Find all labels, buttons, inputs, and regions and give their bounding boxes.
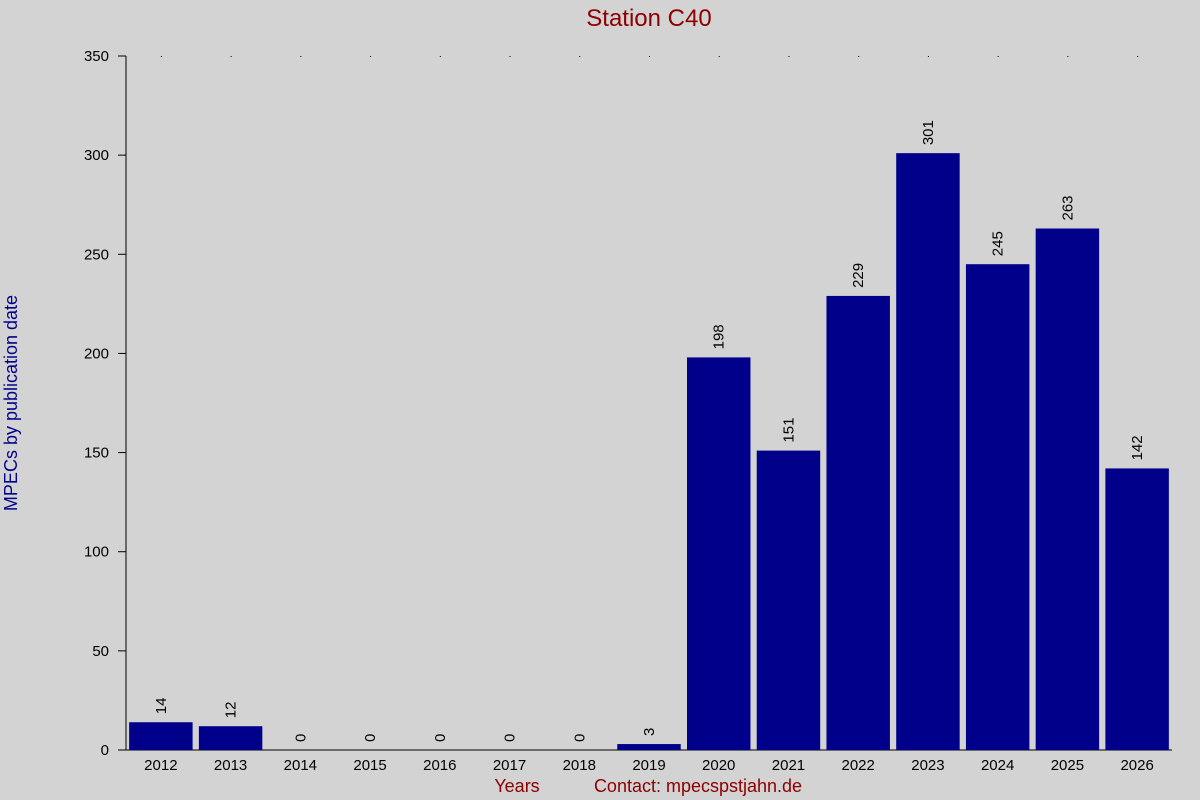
top-dot [997, 56, 999, 57]
data-label-2024: 245 [990, 231, 1007, 256]
top-dot [579, 56, 581, 57]
data-label-2026: 142 [1129, 435, 1146, 460]
top-dot [370, 56, 372, 57]
y-tick-label: 200 [84, 345, 109, 362]
data-label-2023: 301 [920, 120, 937, 145]
bar-2020 [687, 357, 751, 750]
bar-2024 [965, 264, 1030, 750]
y-tick-label: 300 [84, 147, 109, 164]
contact-text: Contact: mpecspstjahn.de [594, 776, 802, 796]
x-tick-label: 2016 [423, 757, 456, 774]
y-axis-label: MPECs by publication date [1, 295, 21, 511]
top-dot [788, 56, 790, 57]
data-label-2019: 3 [641, 728, 658, 736]
top-dot [300, 56, 302, 57]
x-tick-label: 2014 [284, 757, 317, 774]
x-tick-label: 2025 [1051, 757, 1084, 774]
x-tick-label: 2024 [981, 757, 1014, 774]
data-labels: 14 12 0 0 0 0 0 3 198 151 229 301 245 263 142 [153, 120, 1146, 742]
x-tick-label: 2012 [144, 757, 177, 774]
x-tick-label: 2018 [563, 757, 596, 774]
data-label-2013: 12 [223, 702, 240, 719]
chart-title: Station C40 [586, 5, 711, 32]
top-dot [649, 56, 650, 57]
y-tick-label: 150 [84, 445, 109, 462]
top-dot [1067, 56, 1069, 57]
bar-2026 [1105, 468, 1169, 750]
bar-2012 [129, 722, 193, 750]
data-label-2022: 229 [850, 263, 867, 288]
x-tick-label: 2023 [911, 757, 944, 774]
top-dot [858, 56, 860, 57]
data-label-2012: 14 [153, 698, 170, 715]
y-tick-label: 350 [84, 48, 109, 65]
bars [129, 153, 1169, 751]
y-tick-label: 250 [84, 246, 109, 263]
y-tick-label: 50 [92, 643, 109, 660]
top-dot [718, 56, 720, 57]
bar-2021 [756, 450, 821, 750]
y-tick-label: 0 [101, 742, 109, 759]
data-label-2021: 151 [780, 418, 797, 443]
top-dot [439, 56, 441, 57]
top-dot [230, 56, 232, 57]
bar-2025 [1035, 228, 1100, 751]
x-tick-label: 2019 [632, 757, 665, 774]
data-label-2025: 263 [1059, 195, 1076, 220]
x-tick-label: 2013 [214, 757, 247, 774]
x-tick-label: 2022 [842, 757, 875, 774]
x-tick-label: 2020 [702, 757, 735, 774]
bar-2023 [896, 153, 960, 750]
data-label-2018: 0 [571, 734, 588, 742]
data-label-2017: 0 [502, 734, 519, 742]
x-tick-label: 2017 [493, 757, 526, 774]
x-axis-label: Years [494, 776, 539, 796]
data-label-2016: 0 [432, 734, 449, 742]
x-tick-label: 2015 [353, 757, 386, 774]
x-tick-label: 2021 [772, 757, 805, 774]
top-dot [160, 56, 162, 57]
data-label-2015: 0 [362, 734, 379, 742]
data-label-2014: 0 [292, 734, 309, 742]
data-label-2020: 198 [711, 324, 728, 349]
x-tick-label: 2026 [1120, 757, 1153, 774]
top-dot [1137, 56, 1139, 57]
top-dot [927, 56, 929, 57]
bar-2022 [826, 295, 890, 750]
y-tick-label: 100 [84, 544, 109, 561]
bar-2013 [198, 726, 263, 750]
bar-2019 [617, 744, 681, 750]
top-dot [509, 56, 511, 57]
